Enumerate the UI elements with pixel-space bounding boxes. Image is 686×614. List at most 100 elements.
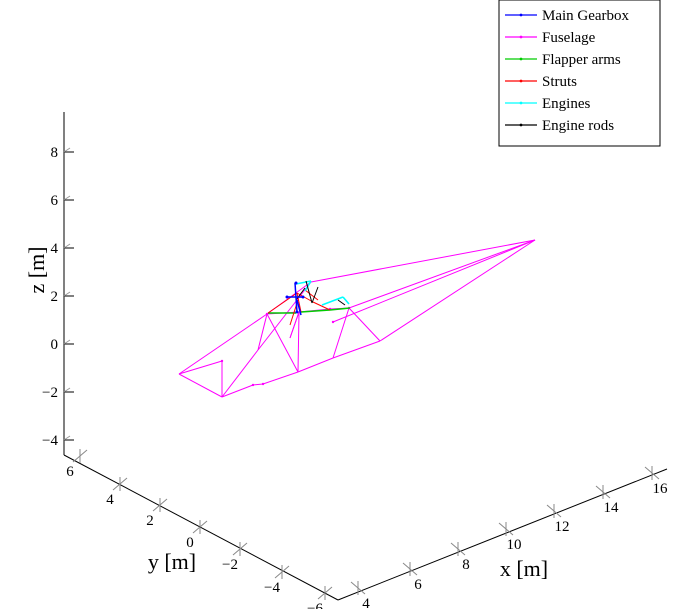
engine — [321, 296, 344, 306]
engine-rod — [295, 287, 306, 301]
y-tick-label: −6 — [307, 601, 323, 609]
z-tick-label: 8 — [51, 145, 59, 161]
fuselage-segment — [297, 311, 300, 373]
flapper-arm — [300, 309, 331, 313]
engine — [342, 296, 350, 305]
legend-marker — [519, 57, 523, 61]
z-tick-label: −2 — [42, 385, 58, 401]
fuselage-segment — [379, 239, 536, 342]
fuselage-node — [220, 359, 224, 363]
z-axis: 8 6 4 2 0 −2 −4 z [m] — [24, 112, 74, 455]
gearbox-node — [301, 295, 305, 299]
legend-label: Struts — [542, 74, 577, 90]
z-tick-minor — [63, 195, 71, 201]
z-tick-minor — [63, 147, 71, 153]
gearbox-segment — [296, 299, 302, 316]
z-axis-label: z [m] — [24, 246, 49, 293]
legend-label: Main Gearbox — [542, 8, 630, 24]
series-main-gearbox — [285, 281, 305, 316]
legend-marker — [519, 35, 523, 39]
fuselage-segment — [332, 239, 536, 323]
engine-rod — [337, 299, 346, 306]
x-axis: 4 6 8 10 12 14 16 x [m] — [337, 466, 669, 612]
y-tick-label: −2 — [222, 557, 238, 573]
fuselage-segment — [348, 239, 536, 309]
strut — [312, 301, 331, 311]
fuselage-segment — [289, 311, 300, 339]
fuselage-segment — [252, 383, 264, 386]
fuselage-segment — [262, 371, 299, 385]
strut — [304, 289, 319, 301]
y-axis-label: y [m] — [148, 549, 196, 574]
engine — [304, 280, 312, 292]
y-tick-label: 4 — [106, 492, 114, 508]
z-tick-minor — [63, 291, 71, 297]
y-axis: 6 4 2 0 −2 −4 −6 y [m] — [63, 449, 339, 614]
z-tick-minor — [63, 339, 71, 345]
fuselage-segment — [178, 373, 223, 398]
strut — [267, 292, 298, 314]
z-tick-label: 2 — [51, 289, 59, 305]
legend-label: Engine rods — [542, 118, 614, 134]
series-fuselage — [178, 239, 536, 398]
series-engine-rods — [295, 280, 346, 306]
gearbox-node — [295, 310, 299, 314]
series-flapper-arms — [268, 307, 351, 314]
legend-label: Flapper arms — [542, 52, 621, 68]
fuselage-segment — [310, 239, 536, 283]
y-tick-label: 2 — [146, 513, 154, 529]
y-tick-label: 6 — [66, 464, 74, 480]
fuselage-segment — [178, 360, 223, 375]
gearbox-node — [294, 281, 298, 285]
fuselage-segment — [221, 384, 254, 398]
x-axis-label: x [m] — [500, 556, 548, 581]
legend-marker — [519, 101, 523, 105]
z-tick-minor — [63, 243, 71, 249]
gearbox-node — [285, 295, 289, 299]
fuselage-segment — [348, 307, 381, 342]
x-tick-label: 10 — [507, 537, 522, 553]
fuselage-node — [331, 320, 335, 324]
fuselage-segment — [178, 313, 268, 375]
legend-box — [498, 0, 661, 147]
legend-marker — [519, 79, 523, 83]
x-tick-label: 16 — [653, 481, 669, 497]
flapper-arm — [329, 307, 351, 311]
x-tick-label: 4 — [362, 596, 370, 609]
z-tick-minor — [63, 387, 71, 393]
y-tick-label: −4 — [264, 580, 280, 596]
x-tick-label: 8 — [462, 557, 470, 573]
fuselage-segment — [266, 313, 299, 373]
fuselage-segment — [221, 349, 259, 398]
x-ticks: 4 6 8 10 12 14 16 — [350, 466, 669, 612]
legend-label: Fuselage — [542, 30, 596, 46]
engine-rod — [305, 280, 313, 304]
fuselage-segment — [332, 307, 350, 359]
fuselage-node — [261, 382, 265, 386]
legend-label: Engines — [542, 96, 590, 112]
legend-marker — [519, 13, 523, 17]
x-tick-label: 14 — [604, 500, 620, 516]
z-tick-label: 6 — [51, 193, 59, 209]
z-tick-label: 0 — [51, 337, 59, 353]
legend: Main Gearbox Fuselage Flapper arms Struts En… — [498, 0, 661, 147]
engine — [295, 280, 312, 285]
z-ticks: 8 6 4 2 0 −2 −4 — [42, 145, 74, 449]
z-tick-label: 4 — [51, 241, 59, 257]
fuselage-node — [251, 383, 255, 387]
strut — [296, 292, 302, 313]
x-tick-label: 6 — [414, 577, 422, 593]
y-tick-label: 0 — [186, 535, 194, 551]
legend-marker — [519, 123, 523, 127]
engine-rod — [311, 286, 319, 304]
y-ticks: 6 4 2 0 −2 −4 −6 — [66, 449, 333, 614]
series-engines — [295, 280, 350, 306]
z-tick-minor — [63, 435, 71, 441]
y-axis-line — [63, 454, 339, 601]
x-tick-label: 12 — [555, 519, 570, 535]
fuselage-segment — [257, 313, 268, 351]
fuselage-node — [265, 312, 269, 316]
z-tick-label: −4 — [42, 433, 58, 449]
